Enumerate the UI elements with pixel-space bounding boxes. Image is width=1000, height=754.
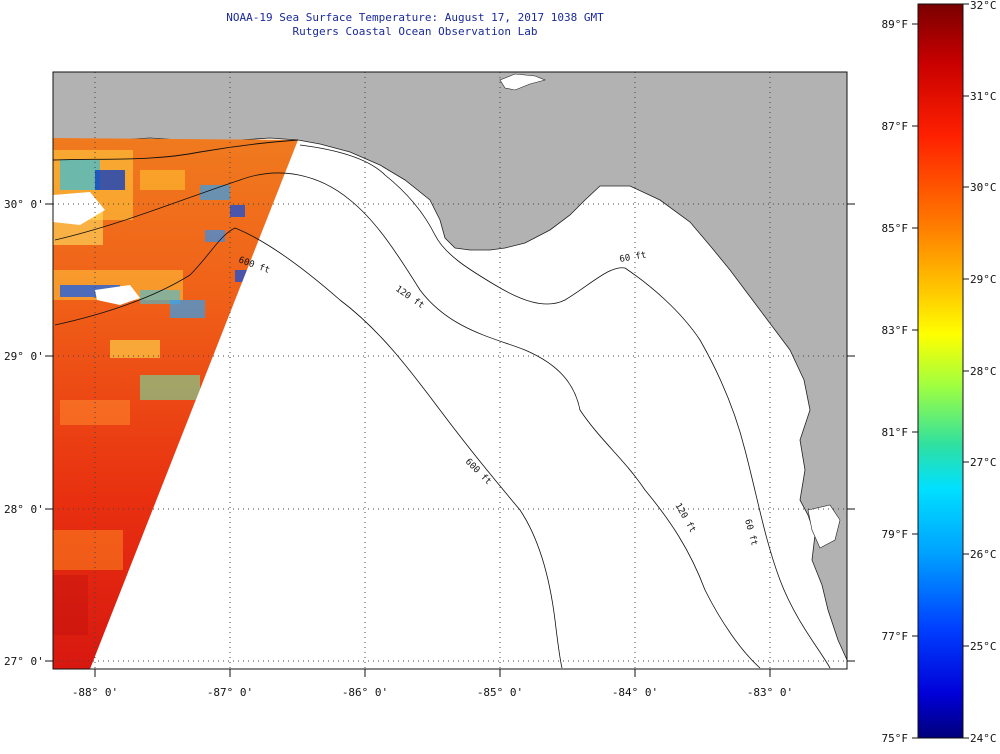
colorbar-label-f: 89°F xyxy=(882,18,909,31)
colorbar-label-f: 79°F xyxy=(882,528,909,541)
colorbar-label-f: 81°F xyxy=(882,426,909,439)
depth-contour-60ft xyxy=(299,144,831,669)
lat-label: 30° 0' xyxy=(4,198,44,211)
lat-label: 28° 0' xyxy=(4,503,44,516)
lat-label: 27° 0' xyxy=(4,655,44,668)
coastline xyxy=(53,139,299,161)
map-subtitle: Rutgers Coastal Ocean Observation Lab xyxy=(292,25,538,38)
colorbar-label-f: 87°F xyxy=(882,120,909,133)
colorbar-label-c: 24°C xyxy=(970,732,997,745)
colorbar-label-c: 27°C xyxy=(970,456,997,469)
colorbar-label-f: 83°F xyxy=(882,324,909,337)
tampa-bay xyxy=(807,504,841,549)
colorbar-label-c: 32°C xyxy=(970,0,997,12)
depth-contour-120ft xyxy=(54,172,761,669)
colorbar-label-c: 26°C xyxy=(970,548,997,561)
lon-label: -88° 0' xyxy=(72,686,118,699)
lon-label: -85° 0' xyxy=(477,686,523,699)
lat-label: 29° 0' xyxy=(4,350,44,363)
depth-contour-600ft xyxy=(54,227,563,669)
map-frame xyxy=(52,71,848,670)
colorbar-label-c: 29°C xyxy=(970,273,997,286)
colorbar-label-c: 28°C xyxy=(970,365,997,378)
colorbar-label-f: 75°F xyxy=(882,732,909,745)
axis-ticks xyxy=(45,203,855,677)
cloud-patch xyxy=(53,192,105,225)
map-title: NOAA-19 Sea Surface Temperature: August … xyxy=(226,11,604,24)
colorbar-label-f: 77°F xyxy=(882,630,909,643)
inland-lake xyxy=(499,73,546,91)
lon-label: -84° 0' xyxy=(612,686,658,699)
colorbar xyxy=(917,3,964,739)
colorbar-label-c: 31°C xyxy=(970,90,997,103)
colorbar-label-c: 25°C xyxy=(970,640,997,653)
lon-label: -87° 0' xyxy=(207,686,253,699)
lon-label: -86° 0' xyxy=(342,686,388,699)
colorbar-label-c: 30°C xyxy=(970,181,997,194)
cloud-patch xyxy=(95,285,140,305)
colorbar-label-f: 85°F xyxy=(882,222,909,235)
colorbar-ticks xyxy=(912,3,969,739)
contour-label: 60 ft xyxy=(619,250,647,265)
lon-label: -83° 0' xyxy=(747,686,793,699)
